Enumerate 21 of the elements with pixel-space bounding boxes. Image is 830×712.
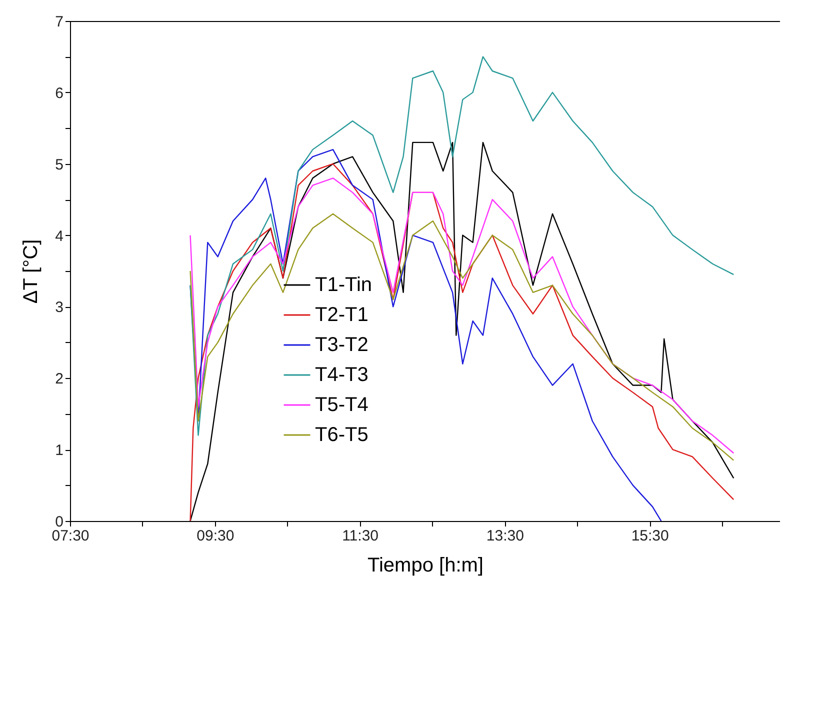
y-tick-label: 1: [55, 442, 64, 460]
x-tick-label: 09:30: [196, 528, 234, 544]
y-tick-label: 0: [55, 514, 64, 530]
x-tick-label: 13:30: [486, 528, 524, 544]
y-tick-label: 3: [55, 299, 64, 316]
y-tick-label: 4: [55, 228, 64, 245]
x-axis-title: Tiempo [h:m]: [368, 554, 484, 576]
y-tick-label: 2: [55, 370, 64, 388]
x-tick-label: 11:30: [342, 528, 379, 544]
x-tick-label: 07:30: [52, 528, 90, 544]
y-tick-label: 6: [55, 84, 64, 102]
x-tick-label: 15:30: [631, 528, 669, 544]
y-axis-title: ΔT [°C]: [20, 239, 42, 304]
legend-label: T6-T5: [315, 424, 368, 446]
legend-label: T2-T1: [315, 304, 368, 326]
y-tick-label: 5: [55, 156, 64, 174]
legend-label: T5-T4: [315, 394, 368, 416]
y-tick-label: 7: [55, 14, 64, 30]
legend-label: T1-Tin: [315, 274, 372, 296]
legend-label: T4-T3: [315, 364, 368, 386]
legend-label: T3-T2: [315, 334, 368, 356]
